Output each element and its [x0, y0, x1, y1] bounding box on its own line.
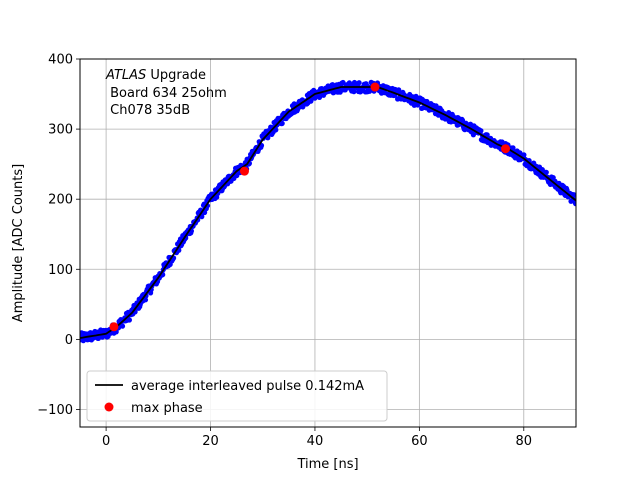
- y-tick-label: 400: [48, 53, 73, 68]
- average-pulse-line: [80, 86, 576, 339]
- line-layer: [80, 86, 576, 339]
- x-tick-label: 60: [411, 434, 428, 449]
- annotation: ATLAS Upgrade Board 634 25ohm Ch078 35dB: [105, 68, 227, 118]
- legend: average interleaved pulse 0.142mA max ph…: [86, 370, 388, 422]
- legend-dot-swatch: [104, 402, 114, 412]
- annotation-board: Board 634 25ohm: [106, 86, 227, 101]
- y-axis-label: Amplitude [ADC Counts]: [11, 164, 26, 322]
- x-axis-label: Time [ns]: [296, 457, 358, 472]
- max-phase-point: [239, 166, 249, 176]
- sample-point: [119, 323, 126, 329]
- y-axis-ticks: −100 0 100 200 300 400: [37, 53, 80, 418]
- x-tick-label: 80: [516, 434, 533, 449]
- max-phase-point: [109, 322, 119, 332]
- sample-point: [279, 120, 285, 126]
- plot-frame: [79, 58, 577, 428]
- x-tick-label: 0: [102, 434, 110, 449]
- sample-point: [126, 317, 132, 323]
- max-phase-point: [370, 82, 380, 92]
- legend-box: [86, 370, 388, 422]
- sample-point: [510, 145, 516, 151]
- sample-point: [543, 169, 549, 175]
- sample-point: [573, 201, 576, 207]
- x-tick-label: 40: [307, 434, 324, 449]
- sample-point: [351, 89, 357, 95]
- max-phase-layer: [109, 82, 511, 332]
- y-tick-label: 0: [65, 333, 73, 348]
- y-tick-label: −100: [37, 403, 73, 418]
- y-tick-label: 200: [48, 193, 73, 208]
- legend-label-max-phase: max phase: [131, 401, 203, 416]
- max-phase-point: [501, 144, 511, 154]
- x-axis-ticks: 0 20 40 60 80: [102, 427, 532, 449]
- annotation-atlas: ATLAS: [105, 68, 146, 83]
- sample-point: [478, 128, 484, 134]
- sample-point: [316, 94, 323, 100]
- y-tick-label: 100: [48, 263, 73, 278]
- annotation-channel: Ch078 35dB: [106, 103, 190, 118]
- plot-background: [80, 59, 576, 427]
- sample-point: [142, 297, 149, 303]
- sample-point: [356, 80, 362, 86]
- sample-point: [521, 152, 527, 158]
- sample-point: [571, 192, 576, 198]
- legend-label-average: average interleaved pulse 0.142mA: [131, 379, 364, 394]
- sample-point: [273, 127, 279, 133]
- y-tick-label: 300: [48, 123, 73, 138]
- svg-text:ATLAS Upgrade: ATLAS Upgrade: [105, 68, 206, 83]
- x-tick-label: 20: [202, 434, 219, 449]
- annotation-upgrade: Upgrade: [146, 68, 206, 83]
